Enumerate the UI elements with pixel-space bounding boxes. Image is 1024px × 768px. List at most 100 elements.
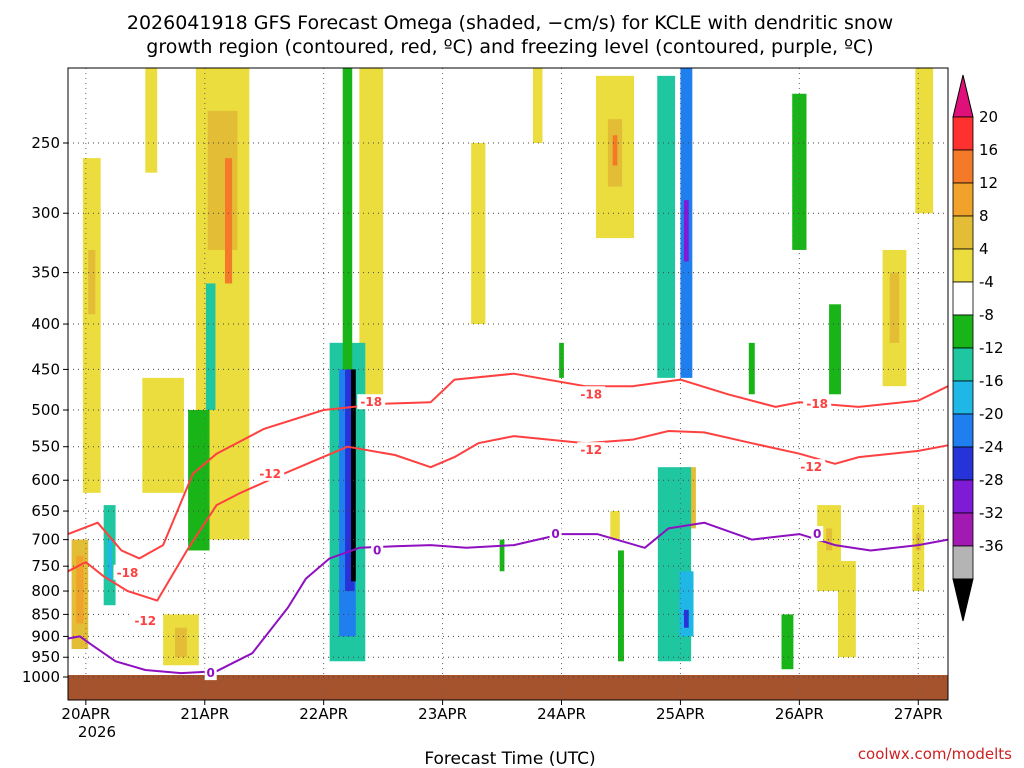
colorbar-swatch [952,512,974,547]
contour-label: -18 [117,566,139,580]
contour-label-bg [131,613,160,629]
colorbar-swatch [952,479,974,514]
colorbar-swatch [952,182,974,217]
omega-cell [351,369,356,582]
y-tick-label: 900 [31,627,60,645]
x-tick-label: 25APR [656,705,705,723]
colorbar-label: -8 [979,306,994,324]
contour-label: 0 [207,666,215,680]
y-tick-label: 250 [31,134,60,152]
colorbar-swatch [952,116,974,151]
omega-cell [657,75,676,378]
freezing-level-contour [67,521,949,675]
omega-cell [82,158,101,493]
contour-label-bg [549,526,562,542]
colorbar-swatch [952,314,974,349]
omega-cell [76,555,84,624]
colorbar-label: 12 [979,174,998,192]
omega-cell [915,534,921,551]
contour-label-bg [371,542,384,558]
x-tick-label: 24APR [537,705,586,723]
omega-cell [107,539,112,582]
chart-title: 2026041918 GFS Forecast Omega (shaded, −… [127,12,893,58]
y-tick-label: 950 [31,648,60,666]
colorbar-bottom-arrow [952,578,974,622]
contour-label: 0 [551,527,559,541]
omega-cell [88,249,96,315]
omega-cell [679,571,694,637]
contour-label: -12 [800,460,822,474]
contour-label-bg [204,665,217,681]
colorbar-label: -28 [979,471,1004,489]
contour-label-bg [577,386,606,402]
contour-label-bg [803,395,832,411]
colorbar-label: -24 [979,438,1004,456]
omega-cell [610,511,620,540]
contour-label-bg [797,459,826,475]
omega-cell [889,272,900,343]
contour-label-bg [357,394,386,410]
y-tick-label: 450 [31,360,60,378]
omega-cell [224,158,233,284]
omega-cell [145,68,158,173]
colorbar-label: -4 [979,273,994,291]
colorbar-label: 8 [979,207,989,225]
contour-label: 0 [813,527,821,541]
colorbar-top-arrow [952,74,974,118]
contour-label: -12 [134,614,156,628]
y-tick-label: 1000 [22,668,60,686]
omega-cell [559,342,564,378]
omega-cell [207,110,238,250]
contour-label: -18 [580,387,602,401]
omega-cell [838,561,856,658]
plot-frame [67,67,949,701]
omega-cell [915,68,934,214]
title-line-2: growth region (contoured, red, ºC) and f… [146,36,873,58]
colorbar-label: 4 [979,240,989,258]
contour-label: -12 [259,467,281,481]
colorbar-label: 16 [979,141,998,159]
y-tick-label: 500 [31,401,60,419]
dendritic-contour [67,372,949,560]
y-tick-label: 350 [31,264,60,282]
colorbar-label: -36 [979,537,1004,555]
omega-cell [684,609,689,628]
y-tick-label: 400 [31,315,60,333]
colorbar-label: 20 [979,108,998,126]
omega-cell [532,68,543,143]
x-tick-label: 20APR [61,705,110,723]
colorbar-label: -12 [979,339,1004,357]
omega-cell [618,550,624,662]
y-tick-label: 600 [31,471,60,489]
contour-label: -12 [580,443,602,457]
contour-label-bg [811,526,824,542]
colorbar-label: -20 [979,405,1004,423]
omega-cell [781,614,794,670]
y-tick-label: 750 [31,557,60,575]
omega-cell [829,304,841,395]
y-tick-label: 650 [31,502,60,520]
colorbar-swatch [952,347,974,382]
omega-cell [175,627,187,658]
omega-cell [612,135,618,166]
omega-cell [471,143,486,325]
colorbar-swatch [952,446,974,481]
omega-cell [359,68,384,403]
x-tick-label: 23APR [418,705,467,723]
omega-cell [342,68,353,370]
contour-label-bg [577,442,606,458]
colorbar-swatch [952,413,974,448]
y-tick-label: 700 [31,531,60,549]
terrain-ground [68,675,948,700]
omega-cell [826,528,833,551]
omega-cell [499,539,505,572]
colorbar-swatch [952,281,974,316]
x-tick-label: 26APR [775,705,824,723]
plot-area: -18 -18 -18 -18 -12 -12 -12 -12 0 0 0 0 [67,67,949,701]
y-tick-label: 550 [31,438,60,456]
colorbar-swatch [952,545,974,580]
colorbar-swatch [952,149,974,184]
time-axis: 2026 20APR 21APR 22APR 23APR 24APR 25APR 26APR… [61,700,943,741]
colorbar-swatch [952,248,974,283]
